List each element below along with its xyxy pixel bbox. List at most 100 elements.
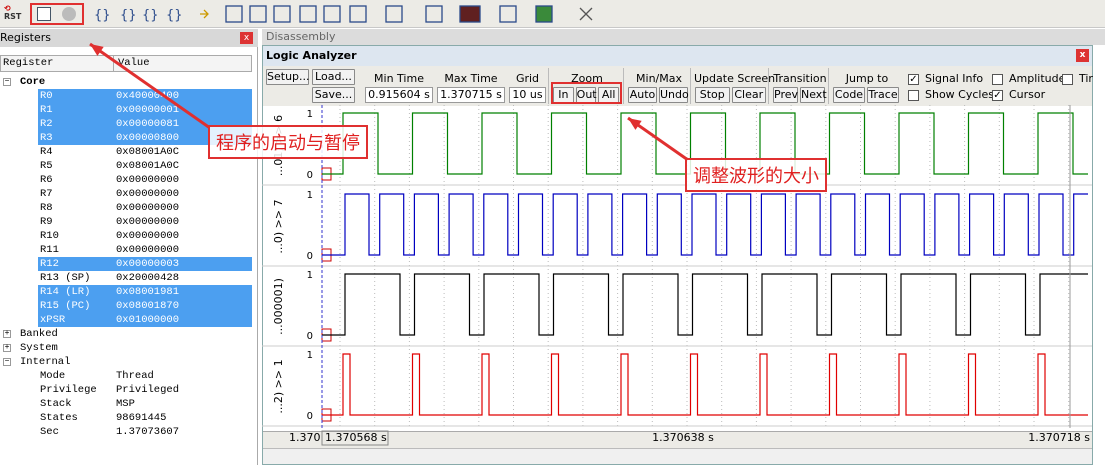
button[interactable]: Prev bbox=[773, 87, 798, 103]
register-name[interactable]: R13 (SP) bbox=[40, 272, 91, 284]
register-name[interactable]: R5 bbox=[40, 160, 53, 172]
time-label: 1.370568 s bbox=[325, 431, 387, 444]
registers-panel: Registers x Register Value − Core R0 0x4000… bbox=[0, 29, 258, 465]
group-name[interactable]: Core bbox=[20, 76, 46, 88]
load-button[interactable]: Load... bbox=[312, 69, 355, 85]
register-value[interactable]: 98691445 bbox=[116, 412, 167, 424]
save-button[interactable]: Save... bbox=[312, 87, 355, 103]
toolbar: ⟲ RST {} {} {} {} bbox=[0, 0, 1105, 28]
register-name[interactable]: R7 bbox=[40, 188, 53, 200]
checkbox-label[interactable]: Cursor bbox=[1009, 88, 1046, 101]
checkbox[interactable]: ✓ bbox=[908, 74, 919, 85]
button[interactable]: Code bbox=[833, 87, 865, 103]
field-label: Max Time bbox=[444, 72, 498, 85]
register-name[interactable]: R6 bbox=[40, 174, 53, 186]
button[interactable]: Auto bbox=[628, 87, 657, 103]
register-name[interactable]: Privilege bbox=[40, 384, 97, 396]
register-name[interactable]: R15 (PC) bbox=[40, 300, 91, 312]
checkbox-label[interactable]: Signal Info bbox=[925, 72, 984, 85]
button[interactable]: All bbox=[598, 87, 619, 103]
register-value[interactable]: 0x00000003 bbox=[116, 258, 180, 270]
la-close-button[interactable]: x bbox=[1076, 49, 1089, 62]
register-name[interactable]: R1 bbox=[40, 104, 53, 116]
checkbox[interactable] bbox=[908, 90, 919, 101]
register-value[interactable]: Privileged bbox=[116, 384, 180, 396]
register-name[interactable]: R9 bbox=[40, 216, 53, 228]
tree-expander[interactable]: − bbox=[3, 357, 11, 366]
register-name[interactable]: R12 bbox=[40, 258, 59, 270]
register-name[interactable]: R4 bbox=[40, 146, 53, 158]
register-name[interactable]: R2 bbox=[40, 118, 53, 130]
group-name[interactable]: System bbox=[20, 342, 58, 354]
logic-analyzer-window: Logic Analyzer x Setup... Load... Save..… bbox=[262, 45, 1093, 465]
register-value[interactable]: 0x00000000 bbox=[116, 188, 180, 200]
annotation: 调整波形的大小 bbox=[685, 158, 827, 192]
register-name[interactable]: Sec bbox=[40, 426, 59, 438]
register-value[interactable]: 0x00000000 bbox=[116, 230, 180, 242]
register-value[interactable]: 0x00000000 bbox=[116, 216, 180, 228]
register-name[interactable]: xPSR bbox=[40, 314, 66, 326]
tree-expander[interactable]: + bbox=[3, 343, 11, 352]
checkbox[interactable]: ✓ bbox=[992, 90, 1003, 101]
register-name[interactable]: Stack bbox=[40, 398, 72, 410]
group-name[interactable]: Banked bbox=[20, 328, 58, 340]
register-name[interactable]: R3 bbox=[40, 132, 53, 144]
register-value[interactable]: 0x00000000 bbox=[116, 244, 180, 256]
stop-icon[interactable] bbox=[62, 7, 76, 21]
checkbox[interactable] bbox=[992, 74, 1003, 85]
register-name[interactable]: R14 (LR) bbox=[40, 286, 91, 298]
time-label: 1.370638 s bbox=[652, 431, 714, 444]
register-value[interactable]: 0x00000001 bbox=[116, 104, 180, 116]
svg-text:{}: {} bbox=[120, 8, 137, 23]
register-value[interactable]: MSP bbox=[116, 398, 135, 410]
checkbox[interactable] bbox=[1062, 74, 1073, 85]
setup-button[interactable]: Setup... bbox=[266, 69, 310, 85]
register-value[interactable]: 0x08001981 bbox=[116, 286, 180, 298]
register-name[interactable]: States bbox=[40, 412, 78, 424]
toolbar-icons: {} {} {} {} bbox=[94, 5, 593, 23]
checkbox-label[interactable]: Tir bbox=[1079, 72, 1093, 85]
close-button[interactable]: x bbox=[240, 32, 253, 44]
high-label: 1 bbox=[307, 109, 313, 120]
group-separator bbox=[690, 68, 691, 104]
register-value[interactable]: 0x08001870 bbox=[116, 300, 180, 312]
scrollbar[interactable] bbox=[263, 448, 1092, 464]
register-name[interactable]: R8 bbox=[40, 202, 53, 214]
selected-row bbox=[38, 257, 252, 271]
register-value[interactable]: 0x40000400 bbox=[116, 90, 180, 102]
run-icon[interactable] bbox=[37, 7, 51, 21]
checkbox-label[interactable]: Show Cycles bbox=[925, 88, 994, 101]
rst-button[interactable]: ⟲ RST bbox=[4, 4, 22, 21]
register-value[interactable]: 0x00000000 bbox=[116, 174, 180, 186]
register-name[interactable]: Mode bbox=[40, 370, 66, 382]
register-value[interactable]: Thread bbox=[116, 370, 154, 382]
register-value[interactable]: 0x00000081 bbox=[116, 118, 180, 130]
register-name[interactable]: R0 bbox=[40, 90, 53, 102]
button[interactable]: Stop bbox=[695, 87, 730, 103]
tree-expander[interactable]: − bbox=[3, 77, 11, 86]
high-label: 1 bbox=[307, 190, 313, 201]
arrow-head bbox=[90, 44, 104, 56]
disassembly-tab[interactable]: Disassembly bbox=[262, 29, 1105, 45]
button[interactable]: Clear bbox=[731, 87, 766, 103]
register-value[interactable]: 0x00000000 bbox=[116, 202, 180, 214]
register-value[interactable]: 0x00000800 bbox=[116, 132, 180, 144]
button[interactable]: Next bbox=[800, 87, 827, 103]
register-value[interactable]: 1.37073607 bbox=[116, 426, 180, 438]
low-label: 0 bbox=[307, 331, 313, 342]
group-separator bbox=[548, 68, 549, 104]
tree-expander[interactable]: + bbox=[3, 329, 11, 338]
button[interactable]: Undo bbox=[659, 87, 689, 103]
register-value[interactable]: 0x08001A0C bbox=[116, 160, 180, 172]
register-value[interactable]: 0x08001A0C bbox=[116, 146, 180, 158]
registers-title-bar: Registers x bbox=[0, 29, 258, 47]
register-name[interactable]: R11 bbox=[40, 244, 59, 256]
checkbox-label[interactable]: Amplitude bbox=[1009, 72, 1066, 85]
group-name[interactable]: Internal bbox=[20, 356, 71, 368]
register-name[interactable]: R10 bbox=[40, 230, 59, 242]
la-title-bar: Logic Analyzer x bbox=[263, 46, 1092, 66]
register-value[interactable]: 0x20000428 bbox=[116, 272, 180, 284]
register-value[interactable]: 0x01000000 bbox=[116, 314, 180, 326]
button[interactable]: Trace bbox=[867, 87, 899, 103]
